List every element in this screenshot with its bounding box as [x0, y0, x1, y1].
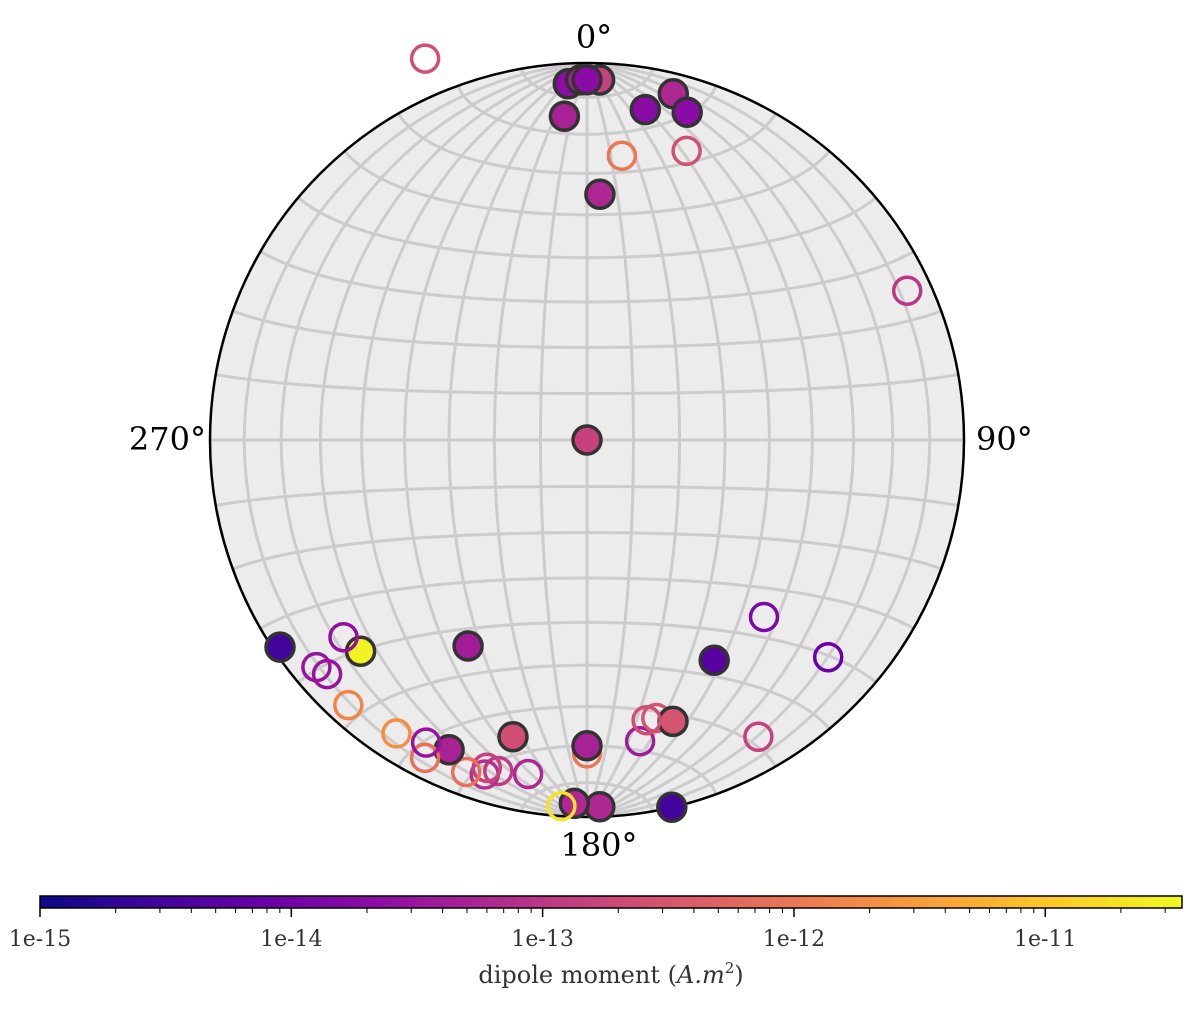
- data-point-lower: [657, 705, 689, 738]
- data-point-upper: [812, 641, 844, 673]
- data-point-upper: [409, 43, 441, 74]
- data-point-lower: [656, 791, 688, 824]
- grid-meridian: [586, 63, 895, 817]
- data-point-lower: [584, 791, 616, 823]
- colorbar-label-close: ): [734, 961, 743, 989]
- data-point-upper: [301, 651, 332, 683]
- colorbar-ticks: 1e-15 1e-14 1e-13 1e-12 1e-11: [9, 908, 1166, 952]
- colorbar-tick-label: 1e-13: [511, 927, 573, 952]
- data-point-upper: [606, 140, 638, 171]
- data-point-upper: [743, 721, 774, 753]
- grid-meridian: [492, 63, 589, 817]
- data-point-upper: [748, 601, 780, 633]
- data-point-upper: [381, 718, 412, 749]
- direction-label-north: 0°: [576, 18, 612, 56]
- grid-meridian: [538, 63, 589, 817]
- data-point-lower: [452, 630, 484, 662]
- direction-label-west: 270°: [129, 420, 206, 458]
- data-point-lower: [571, 730, 603, 762]
- data-point-upper: [409, 742, 441, 774]
- colorbar-gradient: [39, 895, 1183, 909]
- data-point-upper: [471, 752, 503, 783]
- grid-meridian: [585, 63, 636, 817]
- data-point-upper: [512, 758, 544, 790]
- data-point-upper: [483, 755, 514, 787]
- direction-label-east: 90°: [976, 420, 1033, 458]
- data-point-upper: [410, 727, 442, 758]
- grid-meridian: [586, 63, 814, 817]
- colorbar-tick-label: 1e-11: [1014, 927, 1076, 952]
- data-point-upper: [333, 689, 364, 721]
- colorbar-label: dipole moment (A.m2): [478, 959, 743, 989]
- data-point-upper: [328, 621, 359, 653]
- grid-meridian: [586, 63, 856, 817]
- grid-meridian: [403, 63, 588, 817]
- data-point-lower: [629, 93, 662, 126]
- grid-meridian: [318, 63, 588, 817]
- colorbar-tick-label: 1e-15: [9, 927, 71, 952]
- data-point-lower: [698, 644, 730, 677]
- data-point-lower: [571, 424, 603, 456]
- grid-meridian: [447, 63, 588, 817]
- data-point-lower: [548, 100, 581, 132]
- data-point-upper: [631, 704, 662, 736]
- colorbar-tick-label: 1e-14: [260, 927, 322, 952]
- data-point-lower: [264, 631, 296, 663]
- colorbar-label-text: dipole moment (: [478, 961, 677, 989]
- grid-meridian: [360, 63, 588, 817]
- grid-meridian: [242, 63, 588, 817]
- colorbar-label-sup: 2: [725, 959, 735, 977]
- data-point-upper: [546, 790, 577, 822]
- data-point-lower: [571, 64, 603, 96]
- direction-label-south: 180°: [560, 826, 637, 864]
- colorbar-label-var: A.m: [675, 961, 725, 989]
- grid-meridian: [279, 63, 588, 817]
- stereonet-outline: [208, 61, 966, 819]
- data-points: [264, 43, 923, 824]
- data-point-lower: [497, 720, 529, 753]
- data-point-lower: [344, 635, 377, 667]
- data-point-upper: [624, 725, 656, 757]
- data-point-upper: [450, 756, 482, 788]
- data-point-upper: [891, 275, 923, 306]
- data-point-lower: [584, 178, 616, 210]
- data-point-lower: [671, 96, 703, 129]
- colorbar-tick-label: 1e-12: [763, 927, 825, 952]
- stereonet-plot-area: [208, 43, 966, 824]
- colorbar: 1e-15 1e-14 1e-13 1e-12 1e-11 dipole moment …: [9, 895, 1183, 989]
- grid-meridian: [586, 63, 932, 817]
- data-point-upper: [671, 135, 702, 167]
